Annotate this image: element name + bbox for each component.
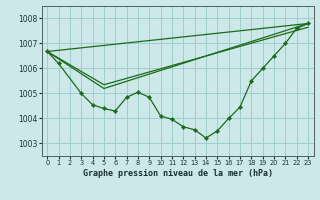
X-axis label: Graphe pression niveau de la mer (hPa): Graphe pression niveau de la mer (hPa) xyxy=(83,169,273,178)
